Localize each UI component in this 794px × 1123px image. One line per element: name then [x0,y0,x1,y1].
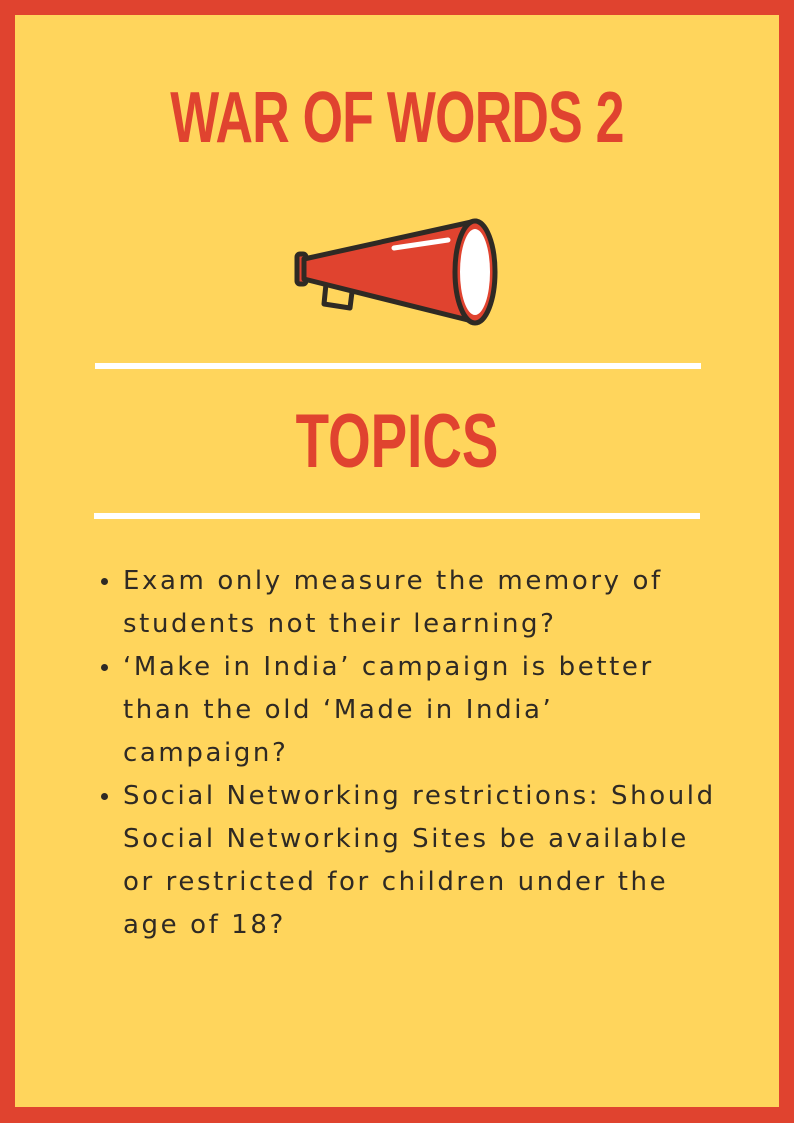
bullet-icon [101,578,108,585]
divider-top [95,363,701,369]
bullet-icon [101,664,108,671]
megaphone-icon [294,218,498,326]
bullet-icon [101,793,108,800]
topic-text: Social Networking restrictions: Should S… [123,781,716,940]
poster-background [15,15,779,1107]
list-item: Exam only measure the memory of students… [100,560,720,646]
topic-text: ‘Make in India’ campaign is better than … [123,652,654,768]
list-item: ‘Make in India’ campaign is better than … [100,646,720,775]
list-item: Social Networking restrictions: Should S… [100,775,720,947]
topics-list: Exam only measure the memory of students… [100,560,720,947]
poster-title: WAR OF WORDS 2 [170,78,624,158]
topics-heading: TOPICS [295,399,499,484]
topic-text: Exam only measure the memory of students… [123,566,663,639]
divider-bottom [94,513,700,519]
